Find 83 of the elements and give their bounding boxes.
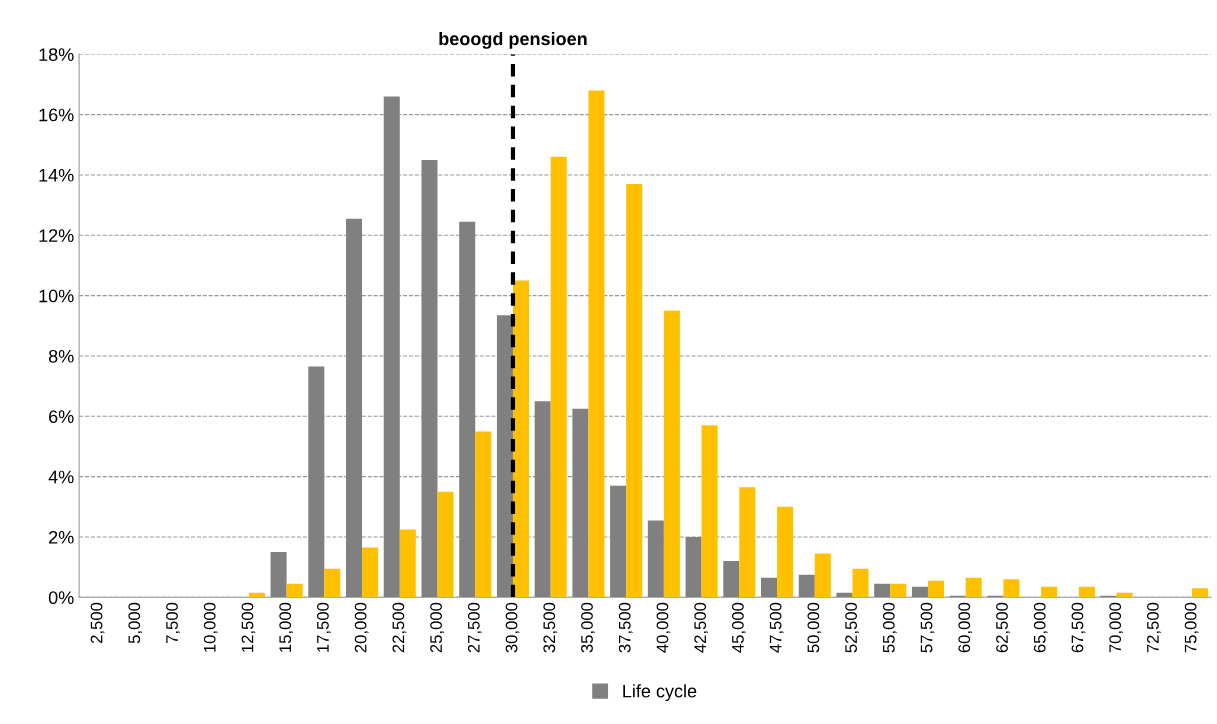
bar bbox=[437, 491, 454, 598]
bar bbox=[572, 408, 589, 598]
legend-label: Life cycle bbox=[623, 684, 697, 702]
bar bbox=[1192, 588, 1209, 598]
bar bbox=[362, 547, 379, 598]
x-tick-label: 2,500 bbox=[90, 602, 105, 644]
bar bbox=[836, 592, 853, 598]
bar bbox=[874, 583, 891, 598]
bar bbox=[270, 552, 287, 598]
x-tick-label: 12,500 bbox=[241, 602, 256, 652]
bar bbox=[475, 431, 492, 598]
x-tick-label: 72,500 bbox=[1147, 602, 1161, 653]
bar bbox=[890, 583, 907, 598]
bar bbox=[610, 485, 627, 598]
bar bbox=[798, 574, 815, 598]
bar bbox=[814, 553, 831, 598]
x-tick-label: 75,000 bbox=[1184, 602, 1199, 653]
y-tick-label: 0% bbox=[48, 591, 74, 605]
bar bbox=[647, 520, 664, 598]
y-tick-label: 8% bbox=[48, 349, 74, 363]
ref-line-label: beoogd pensioen bbox=[439, 31, 587, 49]
bar bbox=[324, 568, 341, 598]
x-tick-label: 65,000 bbox=[1033, 602, 1048, 653]
bar bbox=[459, 221, 476, 598]
x-tick-label: 57,500 bbox=[920, 602, 935, 653]
bar bbox=[701, 425, 718, 598]
y-tick-label: 14% bbox=[39, 168, 74, 182]
bar bbox=[512, 280, 529, 598]
y-tick-label: 16% bbox=[39, 108, 74, 122]
x-tick-label: 42,500 bbox=[694, 602, 709, 653]
y-tick-label: 4% bbox=[48, 470, 74, 484]
x-tick-label: 20,000 bbox=[354, 602, 369, 653]
x-tick-label: 60,000 bbox=[958, 602, 973, 653]
bar bbox=[1041, 586, 1058, 598]
x-tick-label: 22,500 bbox=[392, 602, 407, 653]
y-tick-label: 2% bbox=[49, 530, 74, 544]
x-tick-label: 55,000 bbox=[882, 602, 897, 653]
bar bbox=[761, 577, 778, 598]
x-tick-label: 47,500 bbox=[769, 602, 784, 653]
bar bbox=[739, 487, 756, 598]
bar bbox=[588, 90, 605, 598]
bar bbox=[534, 401, 551, 598]
y-tick-label: 18% bbox=[39, 48, 74, 62]
x-tick-label: 52,500 bbox=[845, 602, 859, 653]
x-tick-label: 10,000 bbox=[203, 602, 218, 652]
y-tick-label: 10% bbox=[39, 289, 74, 303]
bar bbox=[1003, 579, 1020, 598]
bar bbox=[399, 529, 416, 598]
x-tick-label: 25,000 bbox=[430, 602, 444, 653]
x-tick-label: 17,500 bbox=[317, 602, 331, 652]
bar bbox=[777, 506, 794, 598]
x-tick-label: 37,500 bbox=[618, 602, 633, 653]
bar bbox=[626, 184, 643, 598]
x-tick-label: 67,500 bbox=[1071, 602, 1086, 653]
x-tick-label: 45,000 bbox=[732, 602, 746, 653]
bar bbox=[286, 583, 303, 598]
bar bbox=[496, 315, 513, 598]
bar bbox=[685, 536, 702, 598]
x-tick-label: 5,000 bbox=[128, 602, 143, 644]
y-tick-label: 6% bbox=[49, 410, 74, 424]
bar bbox=[663, 310, 680, 598]
x-tick-label: 35,000 bbox=[581, 602, 595, 653]
y-tick-label: 12% bbox=[39, 229, 74, 242]
x-tick-label: 62,500 bbox=[996, 602, 1010, 653]
bar bbox=[1078, 586, 1095, 598]
x-tick-label: 15,000 bbox=[279, 602, 294, 652]
bar bbox=[308, 366, 325, 598]
bar bbox=[383, 96, 400, 598]
bar bbox=[550, 156, 567, 598]
bar bbox=[852, 568, 869, 598]
bar bbox=[911, 586, 928, 598]
x-tick-label: 30,000 bbox=[505, 602, 520, 653]
x-tick-label: 7,500 bbox=[166, 602, 180, 644]
bar bbox=[723, 561, 740, 598]
x-tick-label: 40,000 bbox=[656, 602, 671, 653]
bar bbox=[346, 218, 363, 598]
x-tick-label: 32,500 bbox=[543, 602, 558, 653]
bar bbox=[421, 159, 438, 598]
x-tick-label: 50,000 bbox=[807, 602, 822, 653]
bar bbox=[927, 580, 944, 598]
x-tick-label: 27,500 bbox=[467, 602, 482, 653]
bar bbox=[965, 577, 982, 598]
x-tick-label: 70,000 bbox=[1109, 602, 1124, 653]
